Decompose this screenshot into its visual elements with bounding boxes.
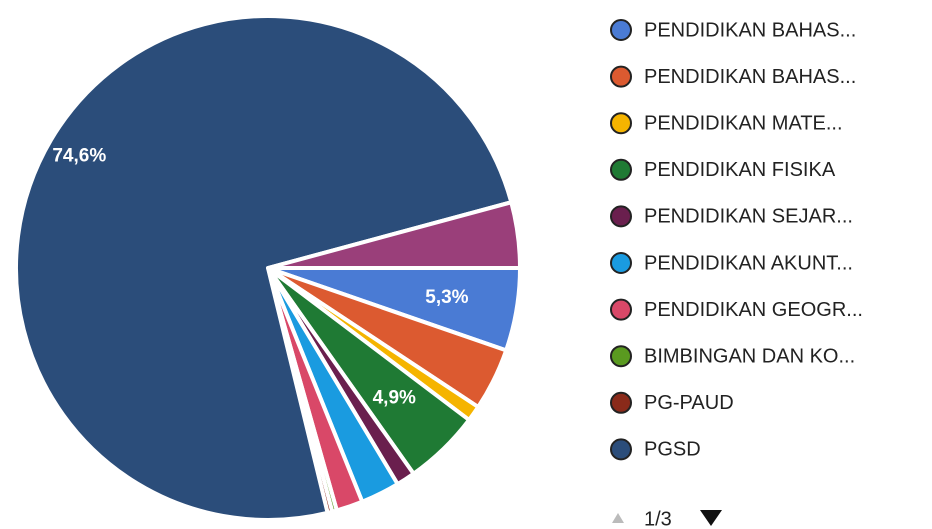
legend-label: PENDIDIKAN BAHAS... xyxy=(644,19,856,41)
legend-label: PGSD xyxy=(644,439,701,461)
pie-slice xyxy=(266,200,522,270)
legend-swatch xyxy=(610,345,632,368)
legend-label: PENDIDIKAN AKUNT... xyxy=(644,252,853,274)
legend-label: PENDIDIKAN MATE... xyxy=(644,112,843,134)
page-indicator: 1/3 xyxy=(644,508,672,529)
pager: 1/3 xyxy=(612,508,722,529)
legend-label: PENDIDIKAN BAHAS... xyxy=(644,66,856,88)
legend-swatch xyxy=(610,158,632,181)
legend-label: PENDIDIKAN SEJAR... xyxy=(644,206,853,228)
next-page-arrow[interactable] xyxy=(700,510,722,526)
slice-label: 74,6% xyxy=(52,145,106,166)
legend-swatch xyxy=(610,19,632,41)
legend-label: PENDIDIKAN GEOGR... xyxy=(644,299,863,321)
slice-label: 4,9% xyxy=(373,387,416,408)
legend-swatch xyxy=(610,112,632,135)
legend-swatch xyxy=(610,205,632,228)
legend-swatch xyxy=(610,438,632,461)
prev-page-arrow[interactable] xyxy=(612,513,624,523)
pie-slice xyxy=(14,14,514,522)
slice-label: 5,3% xyxy=(425,287,468,308)
legend-swatch xyxy=(610,298,632,321)
legend-swatch xyxy=(610,65,632,88)
legend-label: PG-PAUD xyxy=(644,392,734,414)
legend-swatch xyxy=(610,391,632,414)
legend-label: BIMBINGAN DAN KO... xyxy=(644,345,855,367)
legend-swatch xyxy=(610,252,632,274)
legend-label: PENDIDIKAN FISIKA xyxy=(644,159,836,181)
